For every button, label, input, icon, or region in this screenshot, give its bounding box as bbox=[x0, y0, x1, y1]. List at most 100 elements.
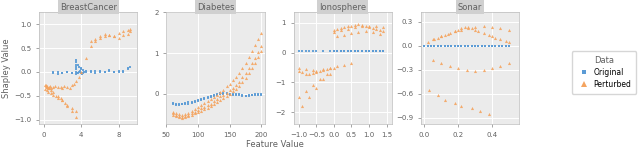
Point bbox=[85, 71, 95, 73]
Point bbox=[422, 41, 433, 43]
Point bbox=[440, 34, 450, 36]
Point bbox=[109, 71, 119, 73]
Point bbox=[231, 84, 241, 86]
Point bbox=[72, 116, 82, 118]
Point bbox=[177, 102, 188, 105]
Point bbox=[378, 26, 388, 28]
Point bbox=[315, 70, 325, 72]
Point bbox=[353, 50, 364, 52]
Point bbox=[225, 93, 235, 96]
Point bbox=[332, 50, 342, 52]
Point bbox=[253, 93, 264, 95]
Point bbox=[470, 26, 480, 28]
Point bbox=[221, 85, 232, 88]
Point bbox=[467, 45, 477, 47]
Point bbox=[44, 86, 54, 88]
Point bbox=[297, 71, 307, 73]
Point bbox=[336, 50, 346, 52]
Point bbox=[493, 45, 504, 47]
Point bbox=[318, 69, 328, 71]
Point bbox=[44, 86, 54, 89]
Point bbox=[478, 69, 488, 71]
Point bbox=[443, 33, 453, 35]
Point bbox=[72, 64, 82, 66]
Point bbox=[174, 113, 184, 115]
Point bbox=[294, 69, 304, 72]
Point bbox=[109, 35, 119, 37]
Point bbox=[189, 112, 200, 114]
Point bbox=[456, 105, 467, 107]
Point bbox=[81, 71, 91, 73]
Point bbox=[52, 97, 63, 99]
Point bbox=[228, 93, 238, 95]
Point bbox=[67, 110, 77, 112]
Point bbox=[343, 50, 353, 52]
Point bbox=[196, 99, 206, 101]
Point bbox=[241, 95, 251, 97]
Point bbox=[68, 83, 79, 85]
Point bbox=[85, 70, 95, 72]
Point bbox=[118, 70, 129, 73]
Point bbox=[436, 35, 446, 37]
Point bbox=[234, 93, 244, 95]
Point bbox=[81, 56, 91, 59]
Point bbox=[346, 62, 356, 64]
Point bbox=[445, 32, 455, 34]
Point bbox=[301, 90, 311, 93]
Point bbox=[343, 25, 353, 27]
Point bbox=[497, 45, 508, 47]
Point bbox=[371, 50, 381, 52]
Point bbox=[311, 69, 321, 72]
Point bbox=[360, 50, 371, 52]
Point bbox=[184, 102, 194, 105]
Point bbox=[253, 38, 264, 40]
Point bbox=[48, 71, 58, 73]
Point bbox=[477, 45, 487, 47]
Point bbox=[371, 50, 381, 52]
Point bbox=[419, 45, 429, 47]
Point bbox=[478, 25, 488, 27]
Point bbox=[109, 71, 119, 73]
Point bbox=[212, 93, 222, 96]
Point bbox=[241, 62, 251, 64]
Point bbox=[58, 99, 68, 102]
Point bbox=[52, 71, 63, 73]
Point bbox=[196, 104, 206, 106]
Point bbox=[364, 50, 374, 52]
Point bbox=[40, 85, 51, 87]
Point bbox=[477, 45, 487, 47]
Point bbox=[215, 99, 225, 101]
Point bbox=[72, 61, 82, 64]
Point bbox=[332, 65, 342, 67]
Point bbox=[504, 41, 514, 43]
Point bbox=[209, 103, 219, 105]
Point bbox=[353, 23, 364, 25]
Point bbox=[79, 71, 89, 73]
Point bbox=[495, 27, 506, 29]
Point bbox=[308, 72, 318, 74]
Point bbox=[436, 45, 446, 47]
Point bbox=[332, 28, 342, 31]
Point bbox=[294, 96, 304, 99]
Point bbox=[360, 25, 371, 27]
Point bbox=[99, 35, 109, 37]
Point bbox=[62, 86, 72, 88]
Point bbox=[65, 86, 75, 89]
Point bbox=[72, 71, 82, 73]
Point bbox=[193, 99, 203, 101]
Point bbox=[189, 108, 200, 110]
Point bbox=[453, 29, 463, 31]
Point bbox=[180, 102, 191, 104]
Point bbox=[301, 68, 311, 70]
Point bbox=[189, 110, 200, 113]
Point bbox=[125, 30, 135, 33]
Point bbox=[212, 93, 222, 96]
Point bbox=[209, 95, 219, 98]
Point bbox=[85, 44, 95, 47]
Point bbox=[478, 32, 488, 34]
Point bbox=[350, 50, 360, 52]
Point bbox=[329, 50, 339, 52]
Title: Ionosphere: Ionosphere bbox=[319, 3, 366, 11]
Point bbox=[81, 70, 91, 73]
Point bbox=[168, 114, 178, 116]
